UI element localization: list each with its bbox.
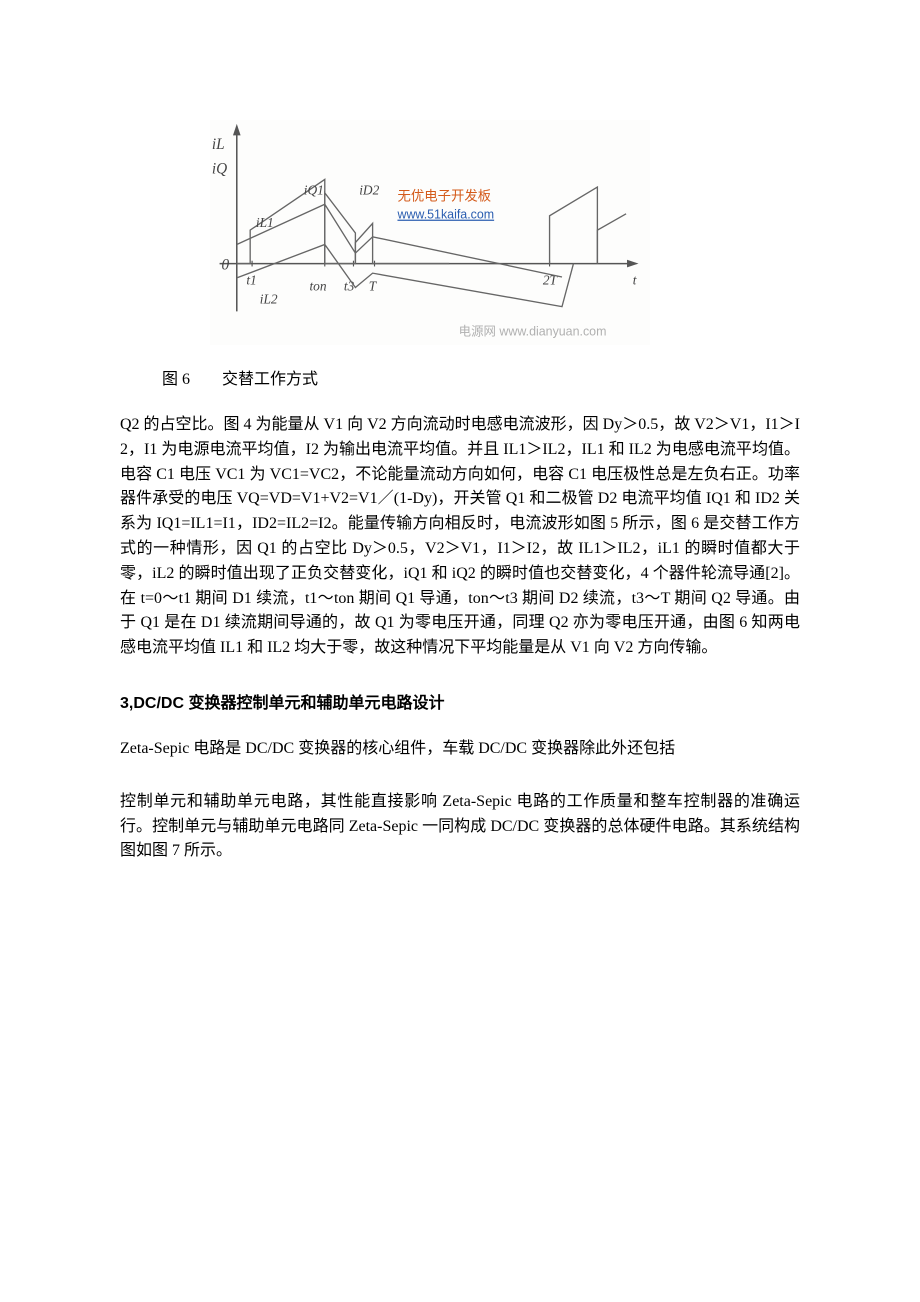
svg-text:iD2: iD2	[359, 183, 379, 198]
document-page: iLiQ0t1iL2tont3T2TtiL1iQ1iD2无优电子开发板www.5…	[0, 0, 920, 952]
body-paragraph-2: Zeta-Sepic 电路是 DC/DC 变换器的核心组件，车载 DC/DC 变…	[120, 737, 800, 762]
svg-text:iL: iL	[212, 136, 225, 153]
waveform-chart: iLiQ0t1iL2tont3T2TtiL1iQ1iD2无优电子开发板www.5…	[210, 120, 650, 345]
figure-6: iLiQ0t1iL2tont3T2TtiL1iQ1iD2无优电子开发板www.5…	[210, 120, 890, 345]
svg-text:ton: ton	[309, 278, 326, 293]
svg-text:0: 0	[221, 256, 229, 273]
svg-text:无优电子开发板: 无优电子开发板	[397, 188, 491, 203]
section-heading: 3,DC/DC 变换器控制单元和辅助单元电路设计	[120, 689, 800, 713]
svg-text:iL1: iL1	[256, 215, 274, 230]
svg-text:t3: t3	[344, 278, 355, 293]
svg-text:iQ1: iQ1	[304, 183, 324, 198]
svg-text:t1: t1	[246, 273, 256, 288]
svg-text:www.51kaifa.com: www.51kaifa.com	[396, 208, 494, 222]
body-paragraph-1: Q2 的占空比。图 4 为能量从 V1 向 V2 方向流动时电感电流波形，因 D…	[120, 413, 800, 661]
svg-text:t: t	[633, 273, 637, 288]
figure-caption: 图 6 交替工作方式	[162, 365, 800, 389]
svg-text:电源网 www.dianyuan.com: 电源网 www.dianyuan.com	[459, 324, 607, 338]
svg-text:iQ: iQ	[212, 161, 227, 178]
body-paragraph-3: 控制单元和辅助单元电路，其性能直接影响 Zeta-Sepic 电路的工作质量和整…	[120, 790, 800, 864]
svg-text:iL2: iL2	[260, 292, 278, 307]
